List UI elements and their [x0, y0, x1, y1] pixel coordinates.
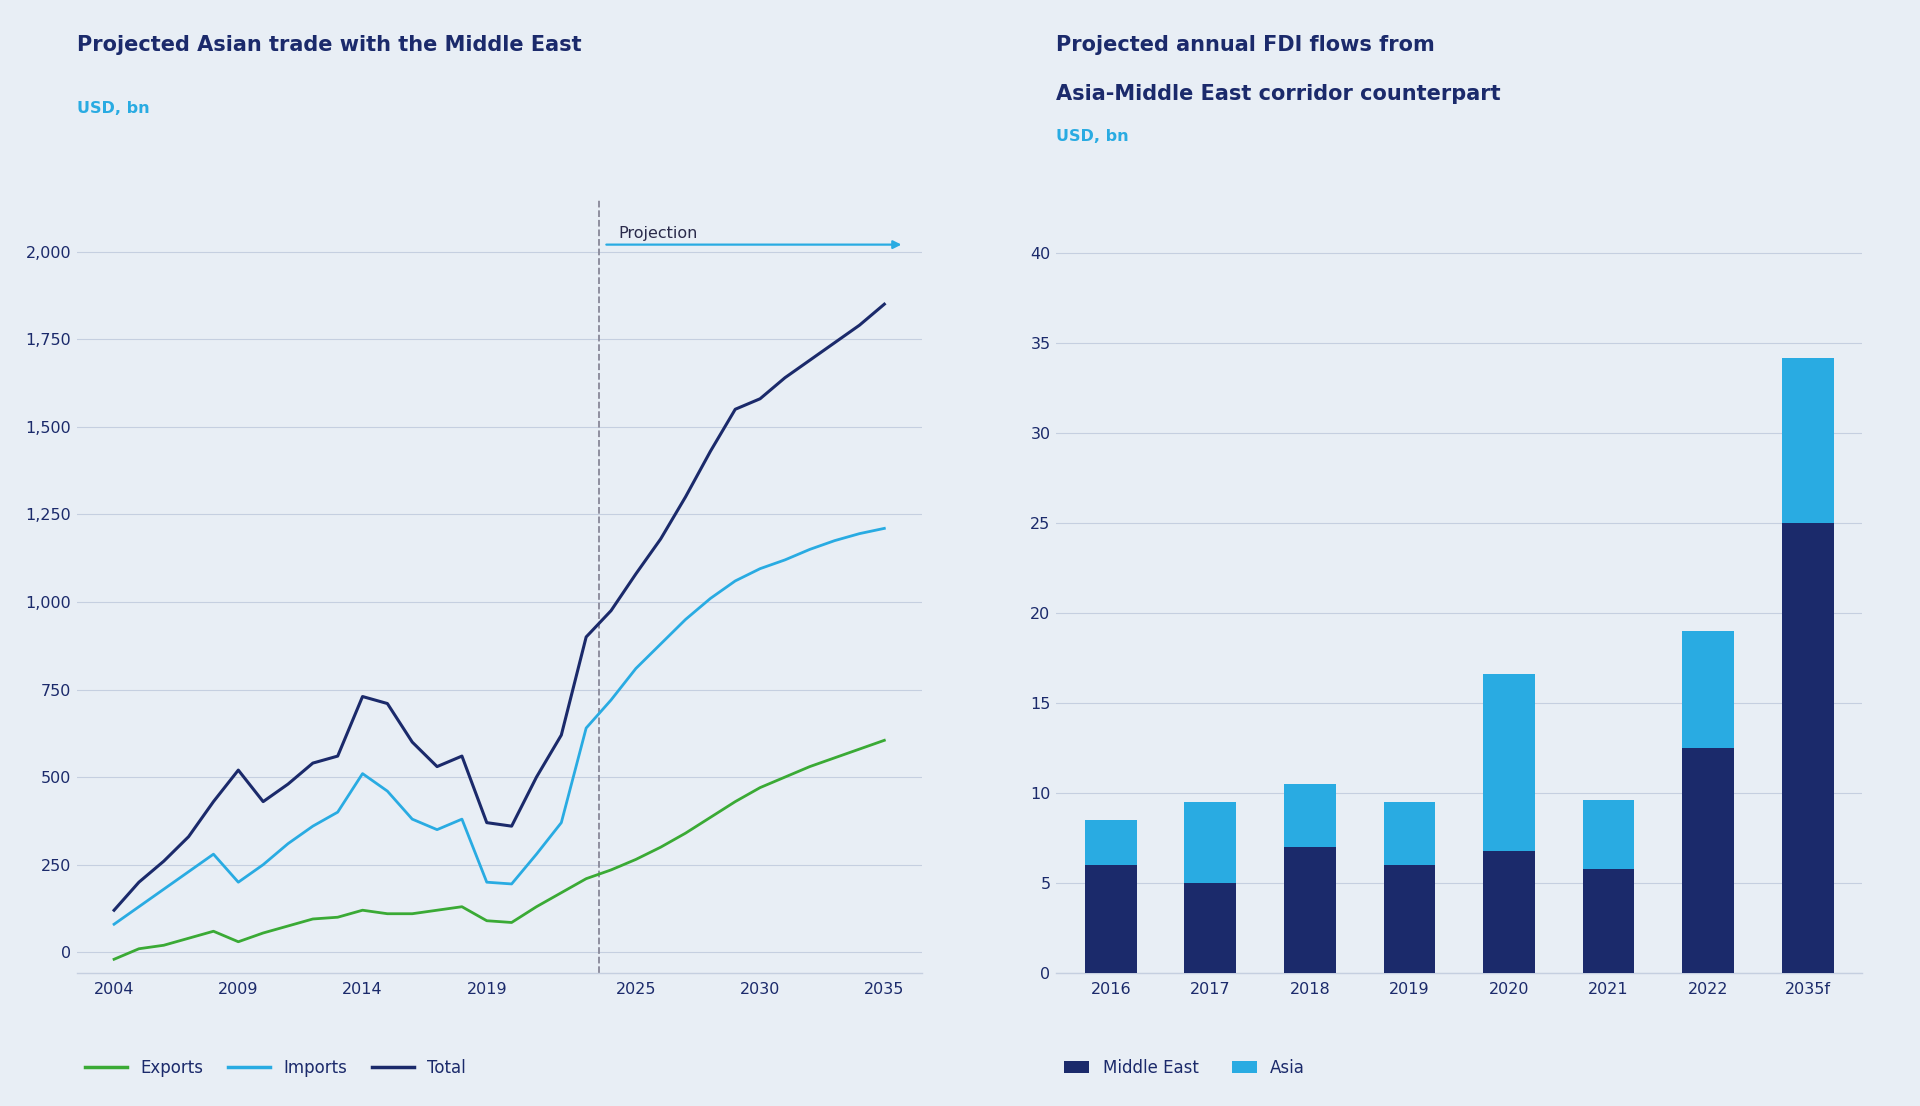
- Bar: [1482, 851, 1534, 973]
- Legend: Middle East, Asia: Middle East, Asia: [1064, 1060, 1306, 1077]
- Bar: [1782, 523, 1834, 973]
- Text: USD, bn: USD, bn: [77, 101, 150, 116]
- Bar: [1284, 784, 1336, 847]
- Bar: [1582, 869, 1634, 973]
- Text: Projected annual FDI flows from: Projected annual FDI flows from: [1056, 35, 1434, 55]
- Bar: [1085, 865, 1137, 973]
- Text: USD, bn: USD, bn: [1056, 128, 1129, 144]
- Bar: [1185, 802, 1236, 884]
- Bar: [1482, 675, 1534, 851]
- Bar: [1384, 865, 1436, 973]
- Bar: [1682, 749, 1734, 973]
- Bar: [1782, 357, 1834, 523]
- Bar: [1582, 801, 1634, 869]
- Text: Asia-Middle East corridor counterpart: Asia-Middle East corridor counterpart: [1056, 84, 1501, 104]
- Bar: [1682, 632, 1734, 749]
- Bar: [1085, 821, 1137, 865]
- Text: Projection: Projection: [618, 226, 697, 241]
- Bar: [1284, 847, 1336, 973]
- Bar: [1384, 802, 1436, 865]
- Legend: Exports, Imports, Total: Exports, Imports, Total: [84, 1060, 467, 1077]
- Bar: [1185, 884, 1236, 973]
- Text: Projected Asian trade with the Middle East: Projected Asian trade with the Middle Ea…: [77, 35, 582, 55]
